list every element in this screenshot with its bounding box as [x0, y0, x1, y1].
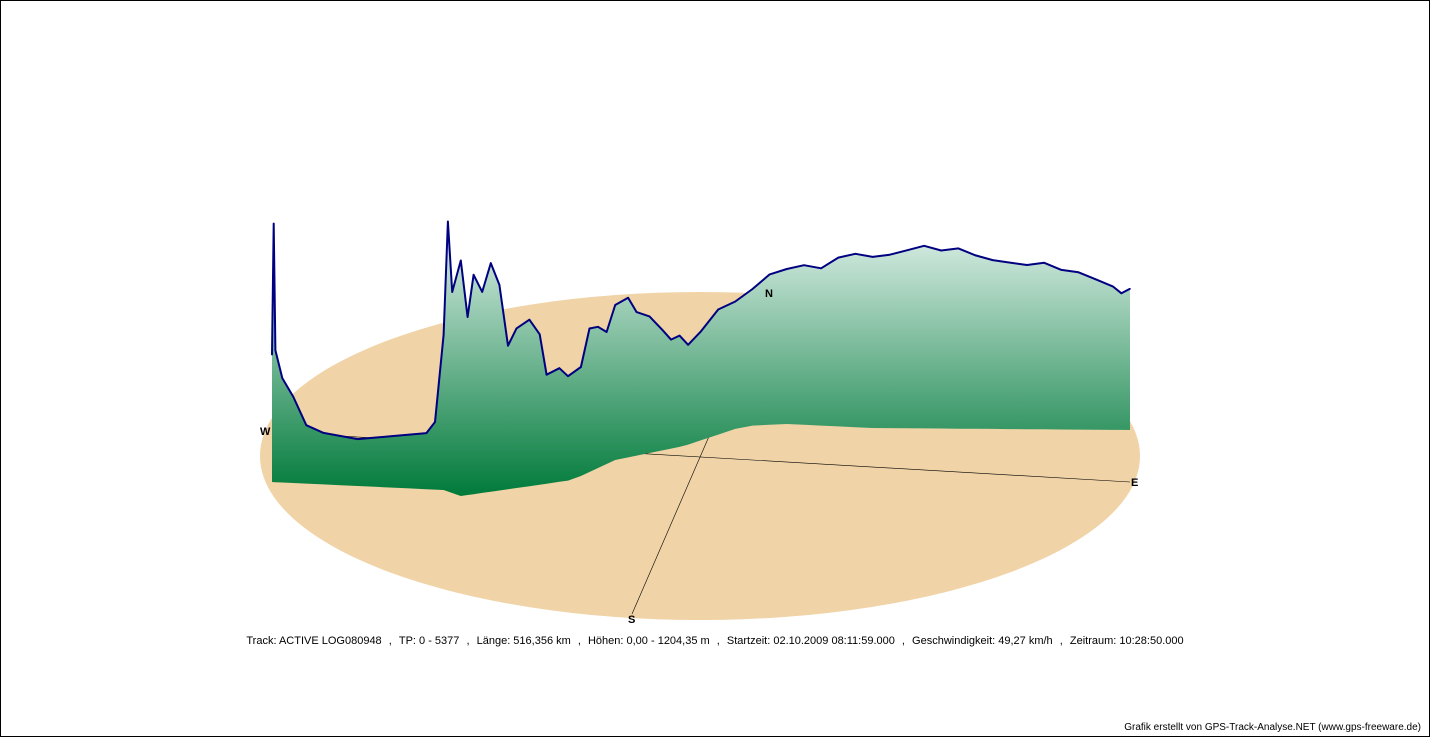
compass-label-north: N — [765, 288, 773, 300]
elevation-point — [434, 421, 436, 423]
elevation-point — [425, 432, 428, 434]
elevation-point — [339, 435, 342, 437]
elevation-point — [889, 253, 891, 256]
elevation-point — [751, 288, 754, 290]
elevation-point — [670, 338, 672, 341]
elevation-point — [528, 318, 531, 321]
track-duration: Zeitraum: 10:28:50.000 — [1069, 635, 1184, 647]
elevation-point — [481, 291, 484, 293]
elevation-point — [374, 436, 376, 439]
elevation-point — [357, 438, 359, 440]
compass-label-west: W — [260, 426, 271, 438]
track-speed: Geschwindigkeit: 49,27 km/h — [912, 635, 1053, 647]
info-separator: , — [466, 635, 470, 647]
elevation-point — [786, 268, 788, 270]
elevation-point — [1043, 262, 1045, 264]
elevation-point — [580, 366, 582, 368]
elevation-point — [957, 247, 960, 250]
elevation-point — [391, 435, 393, 437]
elevation-point — [271, 353, 273, 356]
elevation-point — [734, 300, 737, 303]
elevation-point — [1094, 278, 1097, 281]
compass-label-south: S — [628, 614, 635, 626]
elevation-point — [272, 222, 275, 225]
elevation-point — [466, 316, 469, 318]
elevation-point — [460, 259, 462, 262]
elevation-point — [451, 291, 454, 293]
elevation-point — [648, 315, 651, 318]
info-separator: , — [716, 635, 720, 647]
elevation-point — [498, 284, 501, 286]
elevation-point — [991, 259, 994, 261]
elevation-curtain-area — [272, 221, 1130, 496]
info-separator: , — [577, 635, 581, 647]
elevation-point — [305, 424, 308, 427]
compass-label-east: E — [1131, 477, 1138, 489]
info-separator: , — [1059, 635, 1063, 647]
elevation-point — [558, 367, 561, 370]
track-length: Länge: 516,356 km — [476, 635, 571, 647]
elevation-point — [1077, 271, 1080, 274]
elevation-point — [1026, 264, 1028, 266]
track-name: Track: ACTIVE LOG080948 — [246, 635, 382, 647]
elevation-point — [605, 331, 608, 333]
elevation-point — [614, 304, 616, 306]
elevation-point — [837, 256, 840, 259]
elevation-point — [545, 373, 548, 376]
elevation-point — [627, 297, 629, 299]
elevation-point — [292, 396, 295, 398]
elevation-point — [1009, 261, 1011, 264]
elevation-point — [635, 311, 638, 313]
elevation-point — [974, 254, 977, 257]
elevation-point — [803, 264, 805, 267]
info-separator: , — [901, 635, 905, 647]
elevation-point — [923, 245, 925, 247]
elevation-point — [442, 334, 445, 336]
elevation-point — [567, 375, 569, 378]
elevation-point — [700, 330, 702, 333]
elevation-point — [940, 249, 942, 252]
elevation-point — [472, 274, 475, 276]
credit-text: Grafik erstellt von GPS-Track-Analyse.NE… — [1124, 722, 1421, 733]
elevation-point — [408, 433, 411, 436]
elevation-point — [678, 334, 681, 337]
track-info-line: Track: ACTIVE LOG080948 , TP: 0 - 5377 ,… — [0, 635, 1430, 647]
elevation-point — [820, 267, 822, 270]
elevation-point — [281, 377, 284, 379]
elevation-point — [507, 344, 509, 347]
elevation-point — [597, 326, 599, 328]
info-separator: , — [388, 635, 392, 647]
track-points: TP: 0 - 5377 — [398, 635, 460, 647]
elevation-point — [274, 349, 277, 352]
elevation-point — [447, 220, 449, 223]
elevation-point — [1120, 292, 1123, 295]
track-elevation-range: Höhen: 0,00 - 1204,35 m — [587, 635, 710, 647]
elevation-point — [538, 333, 541, 336]
elevation-point — [515, 327, 518, 330]
elevation-point — [717, 308, 719, 311]
elevation-point — [661, 329, 664, 331]
elevation-point — [871, 256, 874, 258]
track-start-time: Startzeit: 02.10.2009 08:11:59.000 — [726, 635, 895, 647]
elevation-point — [1112, 285, 1114, 288]
elevation-point — [1060, 269, 1063, 271]
elevation-point — [1129, 288, 1131, 290]
elevation-point — [588, 327, 591, 330]
elevation-point — [490, 262, 492, 264]
elevation-point — [687, 344, 689, 346]
elevation-point — [906, 249, 908, 252]
elevation-point — [854, 253, 857, 255]
elevation-point — [322, 432, 325, 434]
elevation-point — [768, 273, 771, 276]
